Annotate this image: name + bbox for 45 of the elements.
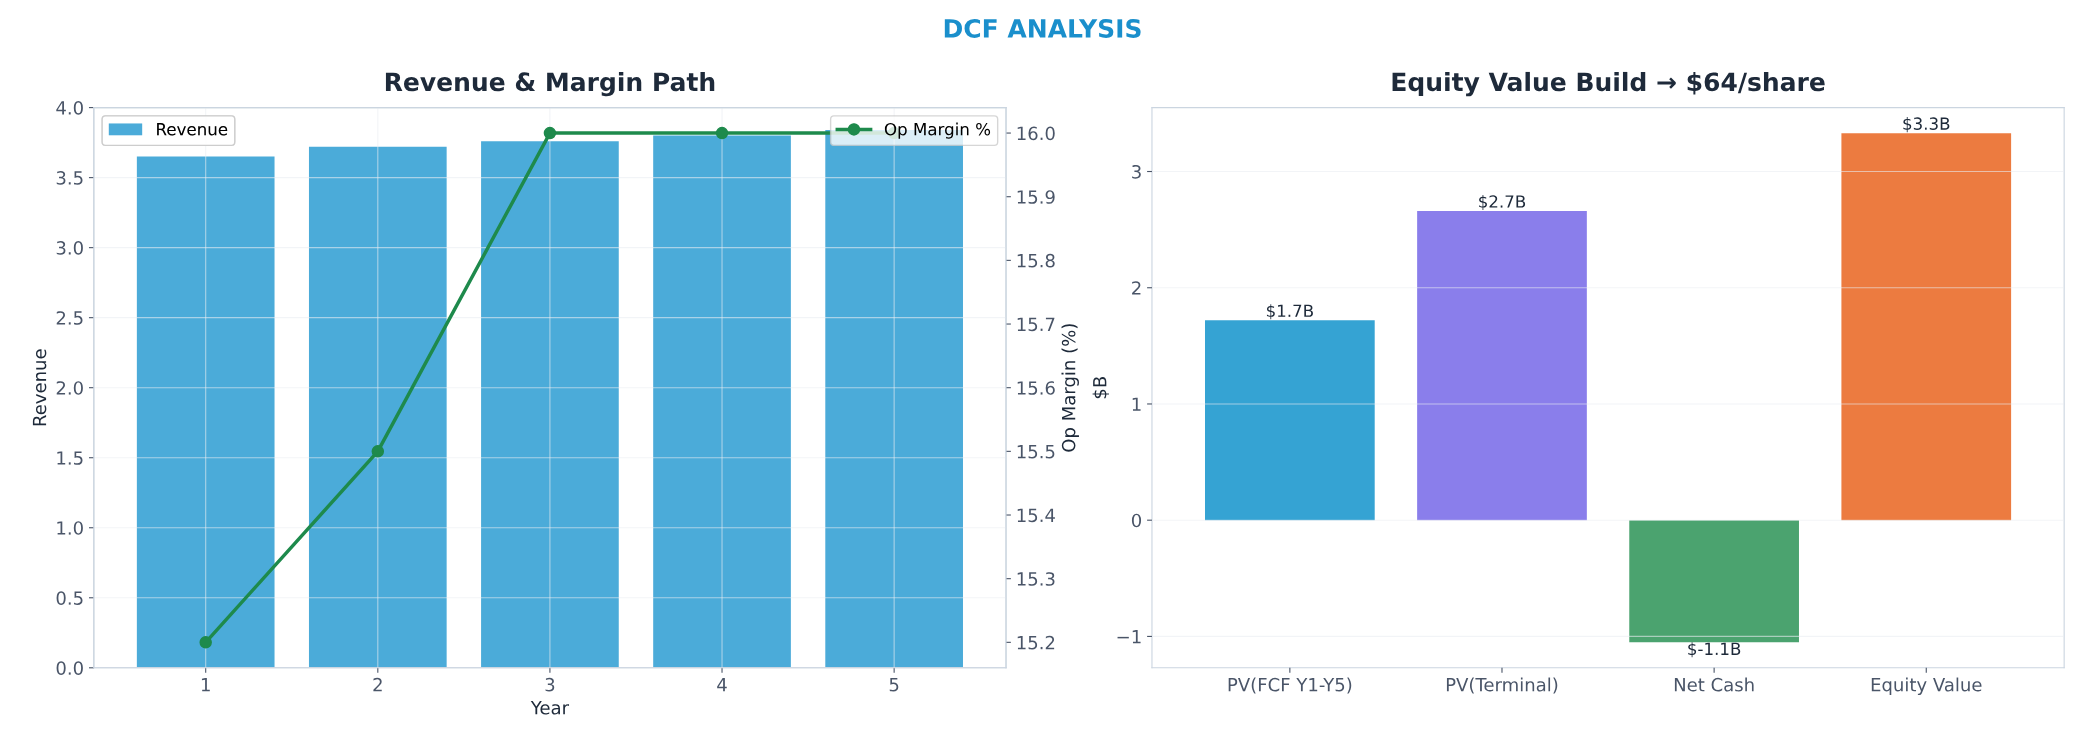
y-tick-label: 0.5 (56, 591, 83, 605)
y-tick-label: 2 (1132, 281, 1141, 295)
y2-tick-label: 15.7 (1017, 317, 1055, 332)
y-tick-label: 2.5 (56, 311, 83, 325)
y2-axis-title: Op Margin (%) (1061, 324, 1079, 452)
y-tick-label: 1.0 (57, 521, 83, 535)
y2-tick-label: 15.9 (1017, 190, 1055, 204)
chart-title: Revenue & Margin Path (385, 71, 715, 97)
y-tick-label: 3 (1132, 164, 1141, 179)
legend-label: Op Margin % (884, 122, 991, 139)
y-tick-label: 3.5 (56, 171, 83, 185)
y-tick-label: 0.0 (56, 661, 83, 675)
x-axis-title: Year (530, 701, 570, 715)
data-label: $3.3B (1903, 117, 1950, 133)
y-axis-title: $B (1092, 377, 1109, 399)
chart-subtitle: DCF ANALYSIS (944, 18, 1141, 38)
y2-tick-label: 15.6 (1017, 381, 1055, 395)
y2-tick-label: 15.8 (1017, 253, 1055, 268)
x-tick-label: Equity Value (1871, 677, 1982, 695)
y2-tick-label: 15.4 (1017, 508, 1055, 523)
y2-tick-label: 15.5 (1017, 445, 1055, 459)
x-tick-label: PV(FCF Y1-Y5) (1228, 677, 1352, 694)
y-tick-label: 4.0 (56, 101, 83, 115)
data-label: $-1.1B (1688, 642, 1741, 658)
chart-title: Equity Value Build → $64/share (1392, 71, 1825, 97)
y-axis-title: Revenue (32, 349, 47, 426)
y2-tick-label: 15.2 (1017, 635, 1055, 650)
legend-label: Revenue (157, 123, 228, 136)
x-tick-label: Net Cash (1674, 677, 1754, 692)
y-tick-label: 3.0 (56, 241, 83, 255)
y2-tick-label: 15.3 (1017, 572, 1055, 586)
y2-tick-label: 16.0 (1017, 126, 1055, 141)
y-tick-label: 2.0 (56, 381, 83, 395)
y-tick-label: −1 (1117, 630, 1141, 644)
x-tick-label: PV(Terminal) (1446, 677, 1558, 694)
data-label: $2.7B (1479, 194, 1526, 211)
y-tick-label: 0 (1131, 513, 1142, 528)
x-tick-label: 5 (889, 678, 899, 692)
y-tick-label: 1 (1132, 397, 1141, 411)
x-tick-label: 1 (201, 678, 210, 692)
x-tick-label: 4 (717, 678, 727, 692)
y-tick-label: 1.5 (57, 451, 83, 465)
data-label: $1.7B (1266, 304, 1313, 320)
x-tick-label: 2 (373, 677, 382, 692)
x-tick-label: 3 (545, 677, 555, 692)
